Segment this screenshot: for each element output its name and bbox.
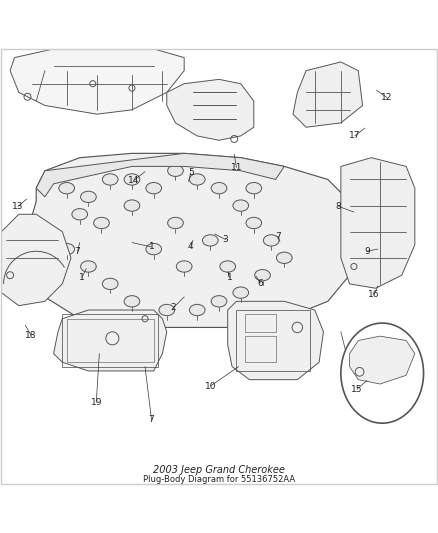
Text: 6: 6 [258, 279, 263, 287]
Text: 1: 1 [148, 243, 155, 252]
Polygon shape [10, 49, 184, 114]
Bar [67, 319, 154, 362]
Ellipse shape [211, 296, 227, 307]
Polygon shape [293, 62, 363, 127]
Text: 10: 10 [205, 382, 216, 391]
Ellipse shape [72, 208, 88, 220]
Text: 14: 14 [128, 176, 140, 185]
Text: 7: 7 [275, 231, 281, 240]
Ellipse shape [254, 270, 270, 281]
Text: 15: 15 [351, 385, 363, 394]
Text: 11: 11 [231, 163, 242, 172]
Text: 1: 1 [79, 273, 85, 282]
Polygon shape [228, 301, 323, 379]
Text: 8: 8 [336, 202, 342, 211]
Ellipse shape [124, 200, 140, 211]
Ellipse shape [246, 182, 261, 194]
Text: 13: 13 [12, 202, 24, 211]
Text: 7: 7 [148, 415, 155, 424]
Ellipse shape [159, 304, 175, 316]
Ellipse shape [177, 261, 192, 272]
Ellipse shape [189, 174, 205, 185]
Ellipse shape [81, 191, 96, 203]
Ellipse shape [124, 296, 140, 307]
Ellipse shape [276, 252, 292, 263]
Polygon shape [167, 79, 254, 140]
Text: 19: 19 [91, 398, 102, 407]
Bar [245, 336, 276, 362]
Ellipse shape [59, 182, 74, 194]
Polygon shape [28, 154, 358, 327]
Ellipse shape [189, 304, 205, 316]
Text: 17: 17 [349, 132, 360, 140]
Ellipse shape [168, 217, 184, 229]
Bar [62, 314, 158, 367]
Text: 3: 3 [223, 235, 228, 244]
Text: 18: 18 [25, 331, 37, 340]
Ellipse shape [246, 217, 261, 229]
Ellipse shape [59, 244, 74, 255]
Ellipse shape [233, 287, 249, 298]
Polygon shape [341, 158, 415, 288]
Ellipse shape [102, 174, 118, 185]
Text: 4: 4 [188, 243, 194, 252]
Text: 2: 2 [170, 303, 176, 312]
Text: 2003 Jeep Grand Cherokee: 2003 Jeep Grand Cherokee [153, 465, 285, 475]
Ellipse shape [263, 235, 279, 246]
Text: 12: 12 [381, 93, 393, 102]
Polygon shape [36, 154, 284, 197]
Ellipse shape [102, 278, 118, 289]
Ellipse shape [94, 217, 110, 229]
Bar [237, 310, 311, 371]
Ellipse shape [146, 182, 162, 194]
Text: 5: 5 [188, 168, 194, 177]
Ellipse shape [81, 261, 96, 272]
Ellipse shape [146, 244, 162, 255]
Text: 1: 1 [227, 273, 233, 282]
Ellipse shape [124, 174, 140, 185]
Ellipse shape [220, 261, 236, 272]
Text: 7: 7 [74, 247, 81, 256]
Polygon shape [350, 336, 415, 384]
Text: Plug-Body Diagram for 55136752AA: Plug-Body Diagram for 55136752AA [143, 475, 295, 484]
Ellipse shape [168, 165, 184, 176]
Polygon shape [1, 214, 71, 305]
Bar [245, 314, 276, 332]
Ellipse shape [233, 200, 249, 211]
Text: 9: 9 [364, 247, 370, 256]
Ellipse shape [202, 235, 218, 246]
Polygon shape [53, 310, 167, 371]
Text: 16: 16 [368, 290, 380, 300]
Ellipse shape [211, 182, 227, 194]
